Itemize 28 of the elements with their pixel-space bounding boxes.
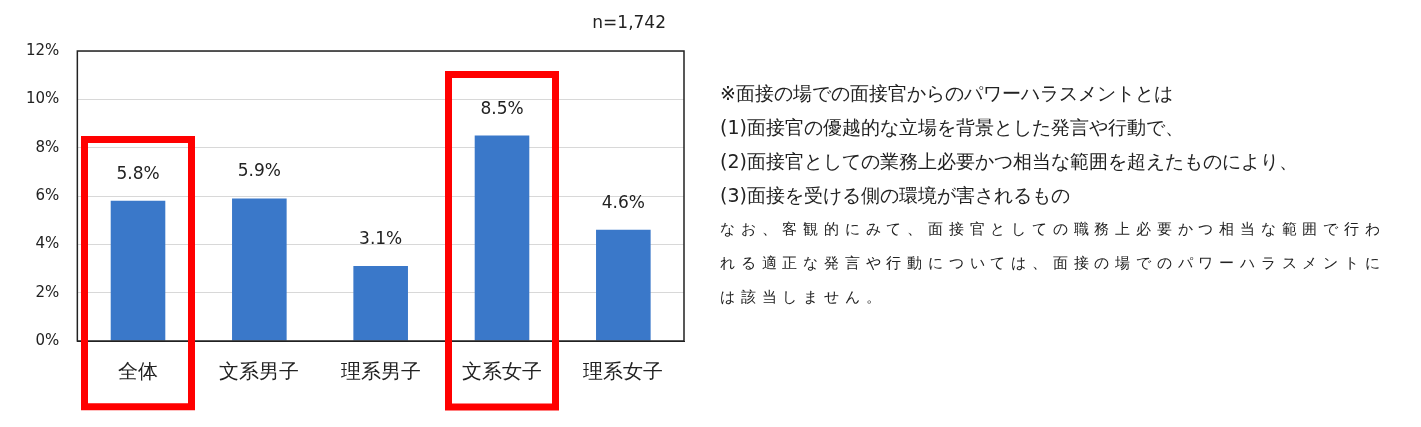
text: (3)面接を受ける側の環境が害されるもの [720,183,1071,208]
y-tick-label: 4% [35,234,60,253]
data-label: 4.6% [601,191,645,212]
x-tick-label: 文系女子 [462,359,542,384]
bar [110,200,166,341]
text: ※面接の場での面接官からのパワーハラスメントとは [720,81,1174,106]
y-tick-label: 6% [35,185,60,204]
bar [232,198,287,341]
data-label: 3.1% [359,228,403,249]
y-tick-label: 0% [35,330,60,349]
data-label: 8.5% [480,97,524,118]
text: なお、客観的にみて、面接官としての職務上必要かつ相当な範囲で行われる適正な発言や行動については、面接の場でのパワーハラスメントには該当しません。 [720,219,1387,308]
y-tick-label: 2% [35,282,60,301]
x-tick-label: 理系女子 [583,359,664,384]
x-tick-label: 理系男子 [340,359,421,384]
data-label: 5.8% [116,162,160,183]
bar [596,229,651,341]
text: n=1,742 [592,12,666,32]
x-tick-label: 文系男子 [219,359,300,384]
y-tick-label: 8% [35,137,60,156]
y-tick-label: 10% [26,89,60,108]
data-label: 5.9% [237,160,281,181]
bar [353,266,408,341]
y-tick-label: 12% [26,40,60,59]
text: (1)面接官の優越的な立場を背景とした発言や行動で、 [720,115,1185,140]
bar [474,135,530,341]
x-tick-label: 全体 [118,359,159,384]
text: (2)面接官としての業務上必要かつ相当な範囲を超えたものにより、 [720,149,1299,174]
